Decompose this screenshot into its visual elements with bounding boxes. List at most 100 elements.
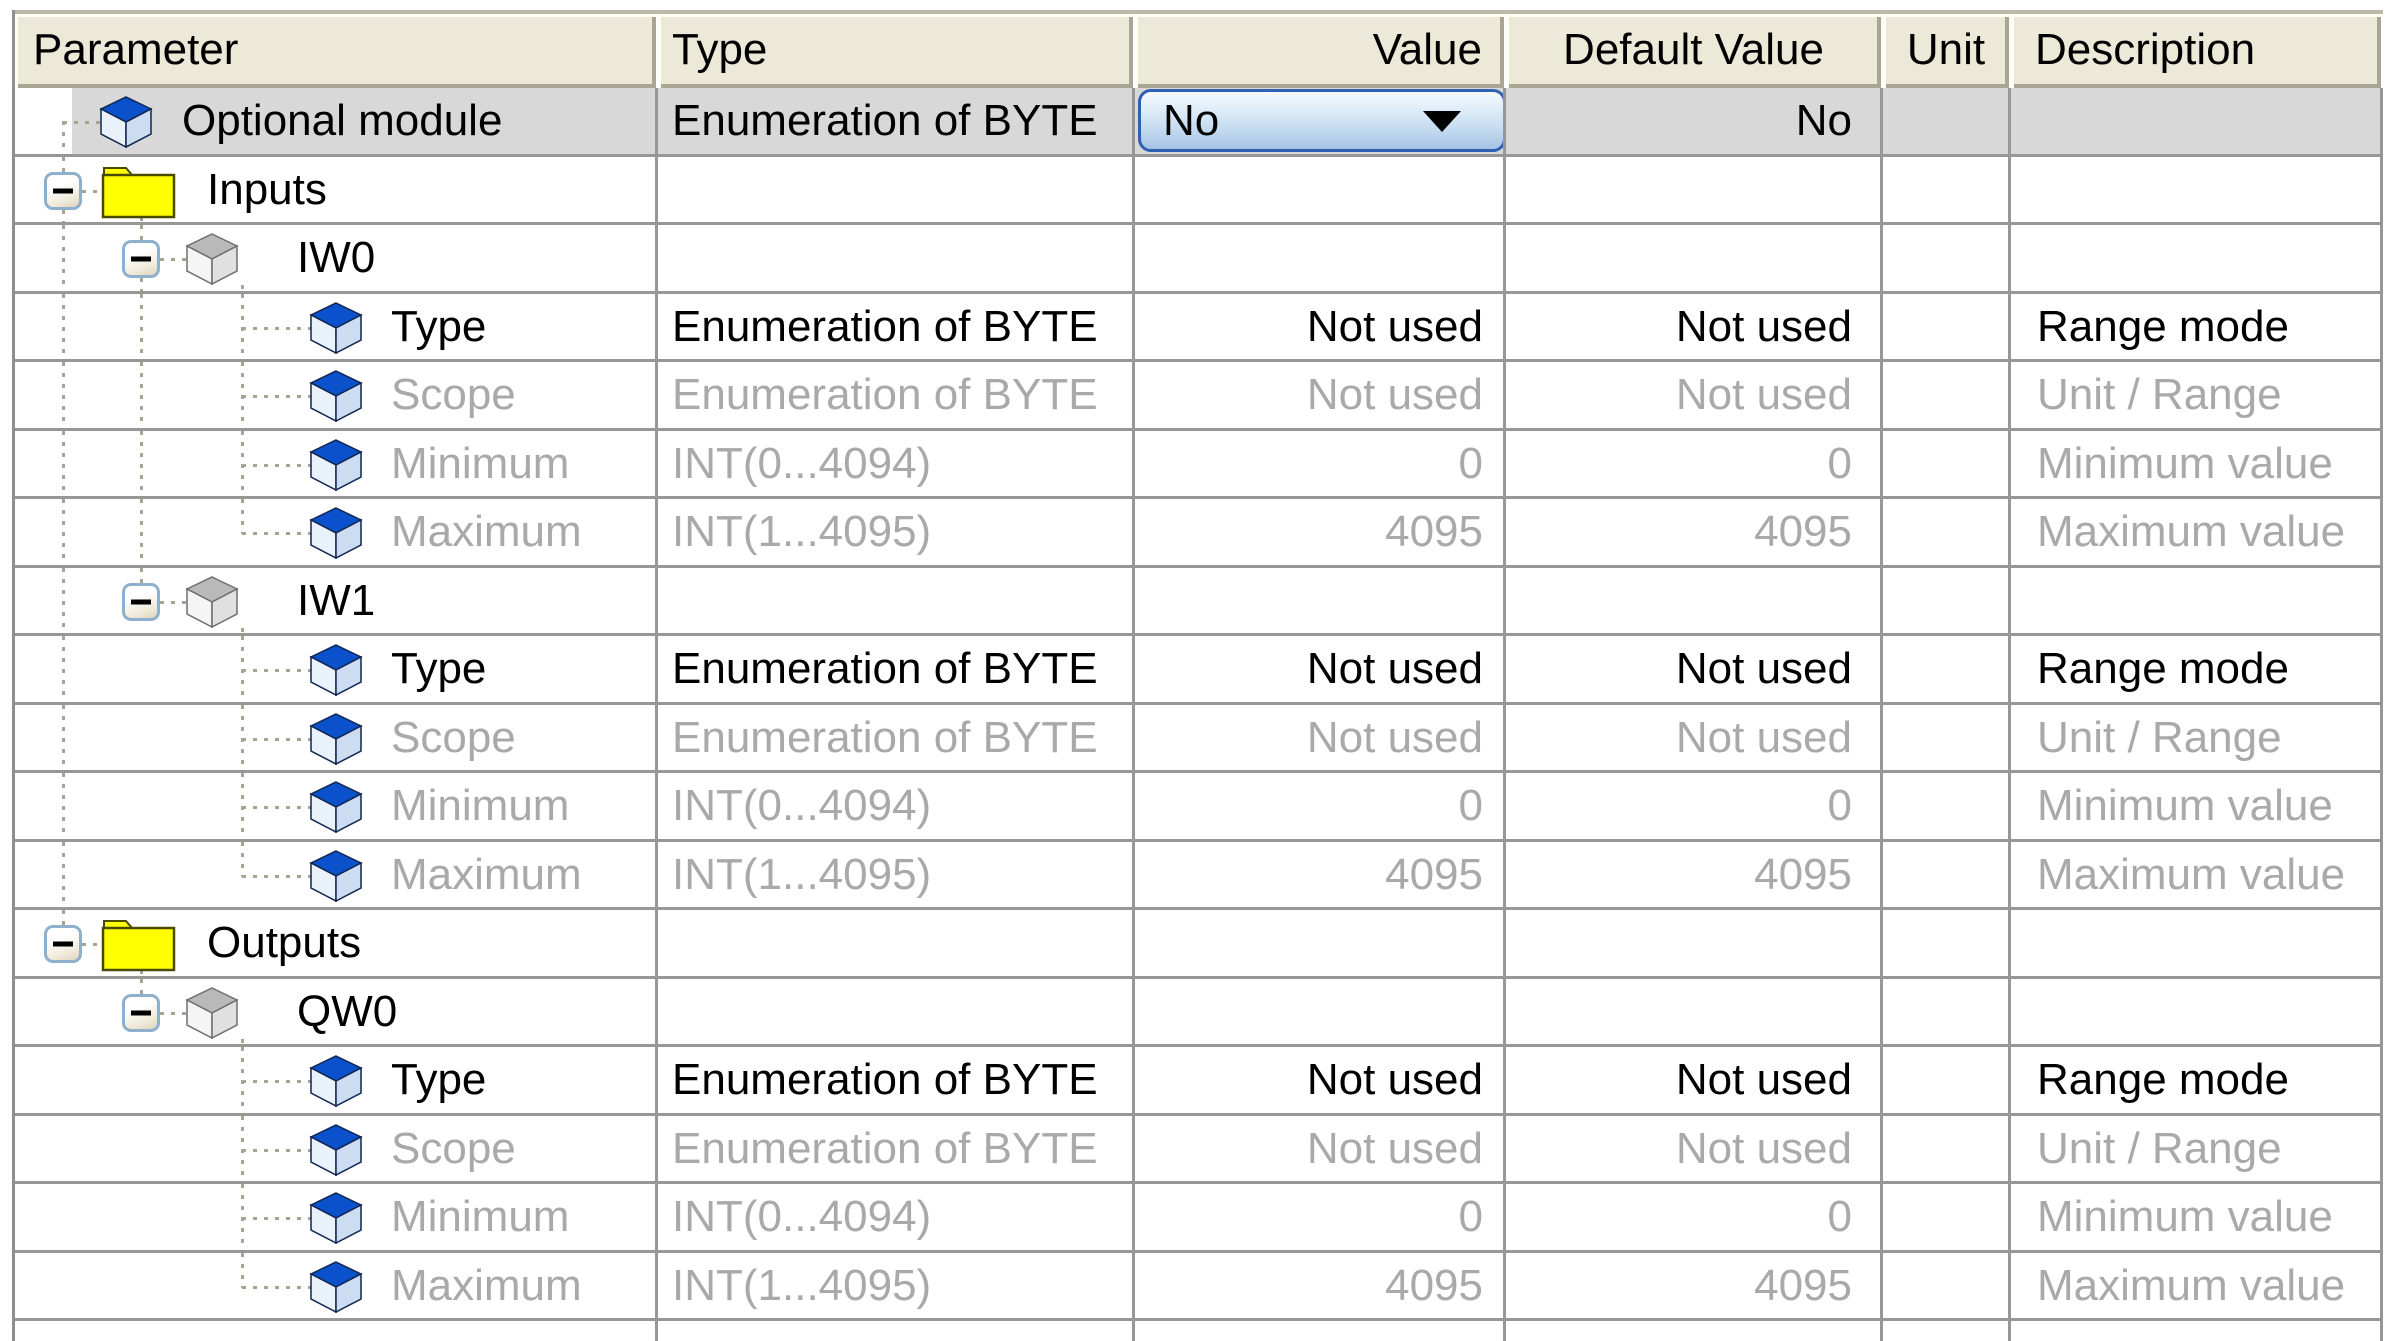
tree-elbow-line bbox=[160, 258, 187, 261]
table-row-partial bbox=[15, 1321, 2383, 1341]
folder-icon bbox=[101, 162, 177, 223]
parameter-icon bbox=[309, 1192, 363, 1250]
parameter-cell: Type bbox=[15, 1047, 658, 1116]
description-cell bbox=[2011, 910, 2383, 979]
expander-minus[interactable] bbox=[122, 582, 160, 621]
value-cell[interactable]: 4095 bbox=[1135, 1252, 1506, 1321]
partial-cell bbox=[1135, 1321, 1506, 1341]
column-header-type[interactable]: Type bbox=[658, 14, 1135, 88]
expander-minus[interactable] bbox=[122, 240, 160, 278]
value-cell[interactable] bbox=[1135, 567, 1506, 636]
default-value-cell: Not used bbox=[1506, 636, 1883, 705]
value-cell[interactable]: Not used bbox=[1135, 362, 1506, 431]
value-cell[interactable] bbox=[1135, 978, 1506, 1047]
table-row-iw0-type[interactable]: Type Enumeration of BYTE Not used Not used R… bbox=[15, 293, 2383, 362]
unit-cell bbox=[1883, 910, 2011, 979]
table-row-iw1-maximum[interactable]: Maximum INT(1...4095) 4095 4095 Maximum valu… bbox=[15, 841, 2383, 910]
partial-cell bbox=[1506, 1321, 1883, 1341]
type-cell bbox=[658, 225, 1135, 294]
table-row-qw0-minimum[interactable]: Minimum INT(0...4094) 0 0 Minimum value bbox=[15, 1184, 2383, 1253]
description-cell: Range mode bbox=[2011, 293, 2383, 362]
folder-icon bbox=[101, 915, 177, 976]
value-cell[interactable]: 4095 bbox=[1135, 499, 1506, 568]
tree-guide-line bbox=[62, 225, 65, 291]
parameter-label: Optional module bbox=[182, 96, 503, 145]
table-row-iw0-maximum[interactable]: Maximum INT(1...4095) 4095 4095 Maximum valu… bbox=[15, 499, 2383, 568]
tree-guide-line bbox=[140, 978, 143, 994]
type-cell: Enumeration of BYTE bbox=[658, 636, 1135, 705]
table-row-iw0-scope[interactable]: Scope Enumeration of BYTE Not used Not used… bbox=[15, 362, 2383, 431]
column-header-default-value[interactable]: Default Value bbox=[1506, 14, 1883, 88]
table-row-iw0-minimum[interactable]: Minimum INT(0...4094) 0 0 Minimum value bbox=[15, 430, 2383, 499]
table-row-iw1-scope[interactable]: Scope Enumeration of BYTE Not used Not used… bbox=[15, 704, 2383, 773]
tree-elbow-line bbox=[242, 532, 311, 535]
parameter-cell: Maximum bbox=[15, 841, 658, 910]
parameter-label: Minimum bbox=[391, 438, 570, 488]
parameter-cell: Minimum bbox=[15, 430, 658, 499]
tree-elbow-line bbox=[242, 669, 311, 672]
value-cell[interactable]: Not used bbox=[1135, 636, 1506, 705]
parameter-label: Scope bbox=[391, 370, 516, 419]
value-cell[interactable]: No bbox=[1135, 88, 1506, 157]
table-row-iw1-minimum[interactable]: Minimum INT(0...4094) 0 0 Minimum value bbox=[15, 773, 2383, 842]
table-row-inputs[interactable]: Inputs bbox=[15, 156, 2383, 225]
description-cell: Minimum value bbox=[2011, 773, 2383, 842]
table-row-qw0[interactable]: QW0 bbox=[15, 978, 2383, 1047]
value-cell[interactable]: Not used bbox=[1135, 293, 1506, 362]
default-value-cell: No bbox=[1506, 88, 1883, 157]
parameter-label: Maximum bbox=[391, 1260, 582, 1310]
column-header-value[interactable]: Value bbox=[1135, 14, 1506, 88]
table-row-iw1-type[interactable]: Type Enumeration of BYTE Not used Not used R… bbox=[15, 636, 2383, 705]
table-row-iw0[interactable]: IW0 bbox=[15, 225, 2383, 294]
default-value-cell: 0 bbox=[1506, 773, 1883, 842]
type-cell: INT(1...4095) bbox=[658, 499, 1135, 568]
tree-guide-line bbox=[62, 121, 65, 154]
unit-cell bbox=[1883, 567, 2011, 636]
default-value-cell: Not used bbox=[1506, 362, 1883, 431]
unit-cell bbox=[1883, 225, 2011, 294]
value-dropdown[interactable]: No bbox=[1138, 89, 1503, 152]
expander-minus[interactable] bbox=[44, 171, 82, 210]
parameter-cell: Outputs bbox=[15, 910, 658, 979]
value-cell[interactable]: 0 bbox=[1135, 1184, 1506, 1253]
value-cell[interactable]: Not used bbox=[1135, 1115, 1506, 1184]
value-cell[interactable]: Not used bbox=[1135, 704, 1506, 773]
parameter-cell: Scope bbox=[15, 1115, 658, 1184]
unit-cell bbox=[1883, 88, 2011, 157]
tree-guide-line bbox=[140, 278, 143, 291]
value-cell[interactable]: 4095 bbox=[1135, 841, 1506, 910]
column-header-description[interactable]: Description bbox=[2011, 14, 2383, 88]
table-row-outputs[interactable]: Outputs bbox=[15, 910, 2383, 979]
description-cell: Unit / Range bbox=[2011, 704, 2383, 773]
expander-minus[interactable] bbox=[44, 925, 82, 963]
dropdown-arrow-icon[interactable] bbox=[1423, 111, 1461, 133]
value-cell[interactable] bbox=[1135, 910, 1506, 979]
tree-child-guide-line bbox=[241, 627, 244, 634]
table-row-optional-module[interactable]: Optional module Enumeration of BYTE No No bbox=[15, 88, 2383, 157]
column-header-unit[interactable]: Unit bbox=[1883, 14, 2011, 88]
parameter-cell: QW0 bbox=[15, 978, 658, 1047]
table-row-qw0-scope[interactable]: Scope Enumeration of BYTE Not used Not used… bbox=[15, 1115, 2383, 1184]
value-cell[interactable]: 0 bbox=[1135, 430, 1506, 499]
parameter-label: Maximum bbox=[391, 849, 582, 899]
type-cell: Enumeration of BYTE bbox=[658, 704, 1135, 773]
table-row-iw1[interactable]: IW1 bbox=[15, 567, 2383, 636]
expander-minus[interactable] bbox=[122, 993, 160, 1032]
parameter-label: Minimum bbox=[391, 781, 570, 830]
parameter-icon bbox=[309, 370, 363, 428]
unit-cell bbox=[1883, 841, 2011, 910]
tree-elbow-line bbox=[63, 121, 101, 124]
tree-elbow-line bbox=[242, 1285, 311, 1289]
unit-cell bbox=[1883, 636, 2011, 705]
default-value-cell: Not used bbox=[1506, 293, 1883, 362]
value-cell[interactable] bbox=[1135, 225, 1506, 294]
value-cell[interactable]: Not used bbox=[1135, 1047, 1506, 1116]
value-cell[interactable]: 0 bbox=[1135, 773, 1506, 842]
parameter-icon bbox=[309, 1055, 363, 1113]
type-cell bbox=[658, 978, 1135, 1047]
table-row-qw0-maximum[interactable]: Maximum INT(1...4095) 4095 4095 Maximum valu… bbox=[15, 1252, 2383, 1321]
default-value-cell: 4095 bbox=[1506, 499, 1883, 568]
column-header-parameter[interactable]: Parameter bbox=[15, 14, 658, 88]
value-cell[interactable] bbox=[1135, 156, 1506, 225]
table-row-qw0-type[interactable]: Type Enumeration of BYTE Not used Not used R… bbox=[15, 1047, 2383, 1116]
